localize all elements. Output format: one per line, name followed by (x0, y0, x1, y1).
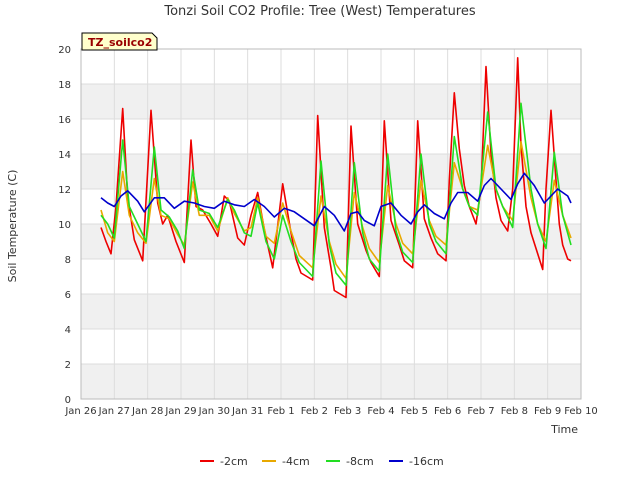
x-tick-label: Feb 3 (334, 406, 361, 417)
legend-label: -8cm (346, 455, 374, 468)
y-tick-label: 18 (58, 80, 71, 91)
x-tick-label: Jan 31 (231, 406, 263, 417)
x-tick-label: Feb 5 (401, 406, 428, 417)
y-tick-label: 2 (65, 360, 71, 371)
y-axis-label: Soil Temperature (C) (6, 170, 19, 283)
x-tick-label: Jan 28 (131, 406, 163, 417)
x-tick-label: Jan 27 (98, 406, 130, 417)
y-tick-label: 8 (65, 255, 71, 266)
y-tick-label: 4 (65, 325, 71, 336)
x-tick-label: Jan 26 (64, 406, 96, 417)
legend-label: -2cm (220, 455, 248, 468)
x-tick-label: Feb 2 (301, 406, 328, 417)
series-line-8cm (100, 102, 572, 287)
x-axis-ticks: Jan 26 Jan 27 Jan 28 Jan 29 Jan 30 Jan 31 Feb … (64, 406, 597, 417)
series-lines (100, 56, 572, 299)
legend-label: -16cm (409, 455, 444, 468)
y-tick-label: 10 (58, 220, 71, 231)
x-tick-label: Feb 8 (501, 406, 528, 417)
dataset-badge: TZ_soilco2 (81, 32, 158, 51)
x-tick-label: Jan 29 (164, 406, 196, 417)
legend-item: -16cm (389, 455, 444, 468)
plot-band (81, 294, 581, 329)
x-axis-label: Time (550, 423, 578, 436)
legend-label: -4cm (282, 455, 310, 468)
y-tick-label: 14 (58, 150, 71, 161)
plot-band (81, 364, 581, 399)
y-tick-label: 20 (58, 45, 71, 56)
legend: -2cm -4cm -8cm -16cm (200, 455, 444, 468)
y-tick-label: 16 (58, 115, 71, 126)
x-tick-label: Feb 1 (267, 406, 294, 417)
x-tick-label: Feb 10 (564, 406, 598, 417)
y-tick-label: 12 (58, 185, 71, 196)
y-tick-label: 6 (65, 290, 71, 301)
x-tick-label: Feb 9 (534, 406, 561, 417)
legend-item: -2cm (200, 455, 248, 468)
dataset-badge-label: TZ_soilco2 (88, 36, 152, 49)
plot-band (81, 84, 581, 119)
series-line-16cm (100, 172, 572, 232)
series-line-2cm (100, 56, 572, 299)
chart-title: Tonzi Soil CO2 Profile: Tree (West) Temp… (163, 4, 476, 19)
y-tick-label: 0 (65, 395, 71, 406)
x-tick-label: Feb 4 (367, 406, 394, 417)
x-tick-label: Jan 30 (198, 406, 230, 417)
series-line-4cm (100, 141, 572, 280)
x-tick-label: Feb 7 (467, 406, 494, 417)
x-tick-label: Feb 6 (434, 406, 461, 417)
legend-item: -4cm (262, 455, 310, 468)
plot-band (81, 154, 581, 189)
legend-item: -8cm (326, 455, 374, 468)
plot-bands (81, 84, 581, 399)
y-axis-ticks: 0 2 4 6 8 10 12 14 16 18 20 (58, 45, 71, 406)
plot-frame (80, 48, 582, 400)
